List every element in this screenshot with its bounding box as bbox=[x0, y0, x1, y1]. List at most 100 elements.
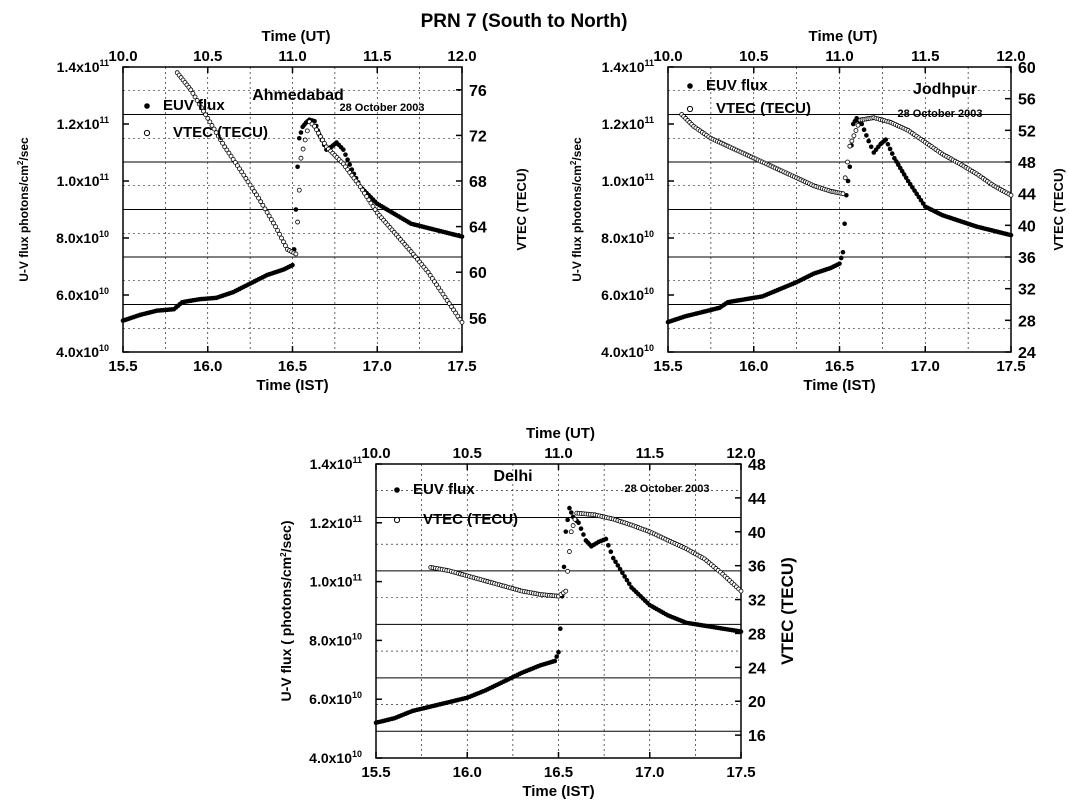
x2-axis-label: Time (UT) bbox=[526, 425, 595, 442]
data-point bbox=[624, 577, 630, 583]
panel-jodhpur: 15.5 16.0 16.5 17.0 17.5 Time (IST) 10.0 10.5 11… bbox=[569, 28, 1066, 394]
data-point bbox=[275, 227, 280, 233]
data-point bbox=[568, 529, 574, 535]
data-point bbox=[576, 520, 581, 526]
data-point bbox=[370, 203, 376, 209]
y-tick-label: 1.0x1011 bbox=[57, 172, 109, 189]
y2-tick-label: 60 bbox=[1018, 60, 1036, 77]
data-point bbox=[277, 231, 282, 237]
y-tick-label: 1.2x1011 bbox=[310, 514, 362, 531]
legend-marker-vtec bbox=[143, 129, 151, 137]
x-tick-label: 16.0 bbox=[739, 358, 768, 375]
data-point bbox=[362, 190, 367, 196]
date-label: 28 October 2003 bbox=[898, 108, 983, 120]
data-point bbox=[565, 568, 571, 574]
data-point bbox=[264, 209, 270, 215]
y2-tick-label: 20 bbox=[748, 694, 766, 711]
y-tick-label: 1.0x1011 bbox=[602, 172, 654, 189]
data-point bbox=[254, 192, 259, 198]
data-point bbox=[188, 87, 194, 93]
data-point bbox=[889, 151, 895, 156]
data-point bbox=[316, 130, 321, 136]
legend-marker-euv bbox=[144, 103, 150, 109]
data-point bbox=[615, 563, 621, 568]
x-axis-label: Time (IST) bbox=[256, 377, 328, 394]
y-tick-label: 8.0x1010 bbox=[601, 229, 654, 246]
x2-tick-label: 12.0 bbox=[447, 48, 476, 65]
data-point bbox=[211, 126, 217, 132]
data-point bbox=[429, 276, 435, 281]
data-point bbox=[298, 130, 304, 135]
x-tick-label: 15.5 bbox=[108, 358, 137, 375]
data-point bbox=[845, 178, 851, 184]
y2-tick-label: 48 bbox=[1018, 155, 1036, 172]
data-point bbox=[427, 272, 433, 278]
data-point bbox=[243, 176, 249, 181]
data-point bbox=[343, 152, 348, 157]
y-tick-label: 1.2x1011 bbox=[602, 115, 654, 132]
data-point bbox=[866, 138, 871, 144]
data-point bbox=[434, 282, 439, 288]
x-tick-label: 17.5 bbox=[726, 764, 755, 781]
y-tick-label: 8.0x1010 bbox=[309, 631, 362, 648]
x-tick-label: 15.5 bbox=[361, 764, 390, 781]
x2-tick-label: 11.5 bbox=[636, 445, 664, 462]
legend-marker-euv bbox=[394, 487, 400, 493]
legend-label-vtec: VTEC (TECU) bbox=[173, 124, 268, 141]
data-point bbox=[581, 532, 586, 537]
legend-label-euv: EUV flux bbox=[163, 97, 225, 114]
data-point bbox=[563, 529, 569, 534]
data-point bbox=[842, 175, 848, 181]
y2-tick-label: 40 bbox=[1018, 218, 1036, 235]
data-point bbox=[457, 316, 463, 322]
legend-marker-euv bbox=[687, 83, 693, 89]
data-point bbox=[220, 140, 225, 146]
data-point bbox=[198, 105, 204, 111]
panel-delhi: 15.5 16.0 16.5 17.0 17.5 Time (IST) 10.0 10.5 11… bbox=[278, 425, 797, 800]
data-point bbox=[241, 172, 247, 178]
x-tick-label: 15.5 bbox=[653, 358, 682, 375]
x2-tick-label: 11.0 bbox=[278, 48, 306, 65]
y-tick-label: 6.0x1010 bbox=[56, 286, 109, 303]
data-point bbox=[558, 626, 563, 631]
x2-tick-label: 11.5 bbox=[911, 48, 939, 65]
y-tick-label: 8.0x1010 bbox=[56, 229, 109, 246]
data-point bbox=[561, 564, 567, 570]
data-point bbox=[451, 307, 456, 313]
data-point bbox=[887, 146, 893, 152]
data-point bbox=[281, 239, 286, 245]
data-point bbox=[842, 221, 847, 227]
y2-tick-label: 48 bbox=[748, 457, 766, 474]
data-point bbox=[295, 164, 300, 170]
y2-tick-label: 16 bbox=[748, 728, 766, 745]
x-tick-label: 16.0 bbox=[453, 764, 482, 781]
data-point bbox=[268, 217, 274, 222]
x2-tick-label: 12.0 bbox=[996, 48, 1025, 65]
data-point bbox=[572, 516, 578, 522]
data-point bbox=[455, 313, 461, 319]
data-point bbox=[232, 160, 238, 165]
data-point bbox=[1008, 232, 1014, 238]
data-point bbox=[567, 549, 572, 554]
data-point bbox=[213, 130, 219, 135]
data-point bbox=[205, 115, 211, 121]
data-point bbox=[247, 182, 253, 188]
x-tick-label: 16.5 bbox=[544, 764, 573, 781]
data-point bbox=[312, 123, 317, 129]
x-tick-label: 17.5 bbox=[447, 358, 476, 375]
y2-tick-label: 60 bbox=[469, 265, 487, 282]
data-point bbox=[341, 147, 346, 152]
y2-tick-label: 32 bbox=[1018, 282, 1036, 299]
data-point bbox=[293, 207, 299, 212]
data-point bbox=[192, 94, 198, 100]
y-tick-label: 6.0x1010 bbox=[601, 286, 654, 303]
data-point bbox=[364, 194, 370, 199]
data-point bbox=[314, 127, 319, 133]
data-point bbox=[626, 581, 632, 587]
data-point bbox=[273, 224, 278, 230]
data-point bbox=[617, 566, 623, 572]
data-point bbox=[251, 189, 257, 194]
series-vtec bbox=[679, 112, 1014, 198]
y-axis-label: U-V flux photons/cm2/sec bbox=[16, 137, 31, 282]
y2-tick-label: 36 bbox=[748, 559, 766, 576]
